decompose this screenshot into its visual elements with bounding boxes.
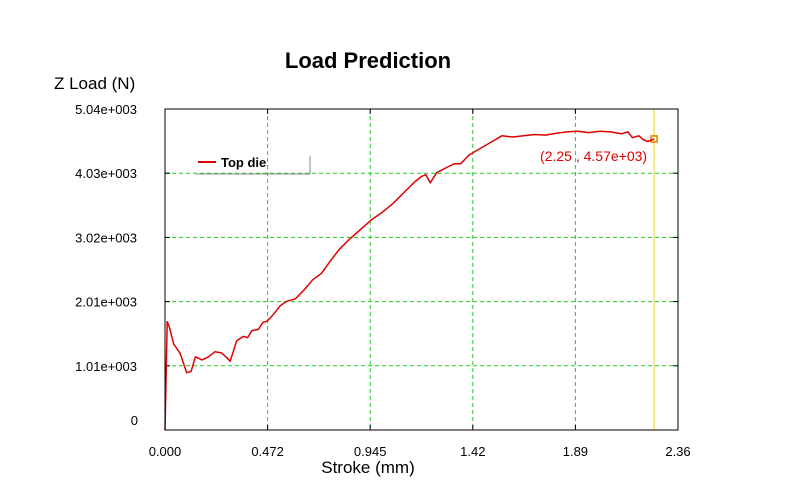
cursor-group: (2.25 , 4.57e+03) <box>540 109 658 430</box>
x-tick-label: 0.945 <box>354 444 387 459</box>
x-tick-label: 2.36 <box>665 444 690 459</box>
y-axis-label: Z Load (N) <box>54 74 135 93</box>
y-tick-label: 1.01e+003 <box>75 359 137 374</box>
series-group <box>164 130 655 431</box>
y-tick-label: 2.01e+003 <box>75 295 137 310</box>
x-tick-label: 0.472 <box>251 444 284 459</box>
y-tick-label: 3.02e+003 <box>75 230 137 245</box>
plot-frame <box>164 108 679 431</box>
axis-ticks: 0.000 0.472 0.945 1.42 1.89 2.36 0 1.01e+003 2.0… <box>75 102 690 459</box>
legend[interactable]: Top die <box>196 155 311 175</box>
chart-title: Load Prediction <box>285 48 451 73</box>
x-tick-label: 0.000 <box>149 444 182 459</box>
x-axis-label: Stroke (mm) <box>321 458 415 477</box>
y-tick-label: 4.03e+003 <box>75 166 137 181</box>
legend-label-top-die: Top die <box>221 155 266 170</box>
grid-lines <box>165 109 678 430</box>
y-tick-label: 0 <box>131 413 138 428</box>
x-tick-label: 1.89 <box>563 444 588 459</box>
x-tick-label: 1.42 <box>460 444 485 459</box>
series-line-top-die <box>164 130 655 431</box>
cursor-readout: (2.25 , 4.57e+03) <box>540 148 647 164</box>
y-tick-label: 5.04e+003 <box>75 102 137 117</box>
cursor-marker[interactable] <box>650 135 658 143</box>
